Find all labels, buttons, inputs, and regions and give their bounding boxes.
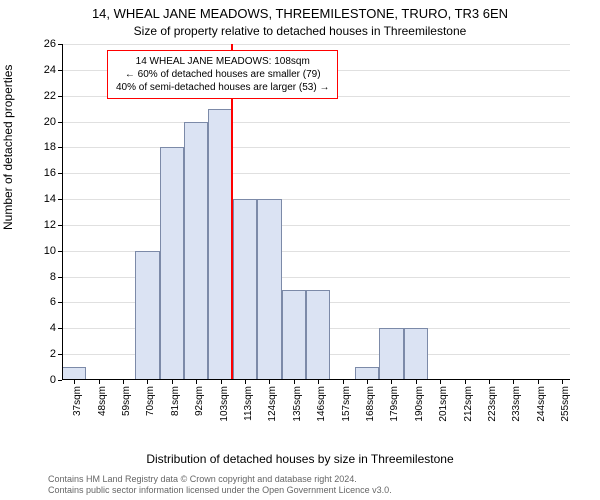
grid-line (62, 44, 570, 45)
attribution-text: Contains HM Land Registry data © Crown c… (48, 474, 568, 496)
x-tick-mark (416, 380, 417, 384)
annotation-line: 40% of semi-detached houses are larger (… (116, 81, 329, 94)
x-tick-mark (74, 380, 75, 384)
attribution-line: Contains public sector information licen… (48, 485, 568, 496)
y-tick-label: 6 (50, 296, 56, 308)
x-tick-mark (465, 380, 466, 384)
histogram-bar (257, 199, 281, 380)
grid-line (62, 225, 570, 226)
histogram-bar (160, 147, 184, 380)
x-tick-mark (99, 380, 100, 384)
y-tick-label: 4 (50, 322, 56, 334)
y-tick-label: 24 (44, 64, 56, 76)
x-tick-mark (318, 380, 319, 384)
grid-line (62, 122, 570, 123)
x-tick-label: 244sqm (536, 386, 547, 422)
histogram-bar (135, 251, 159, 380)
x-tick-mark (294, 380, 295, 384)
annotation-line: 14 WHEAL JANE MEADOWS: 108sqm (116, 55, 329, 68)
annotation-line: ← 60% of detached houses are smaller (79… (116, 68, 329, 81)
x-tick-mark (513, 380, 514, 384)
x-tick-mark (172, 380, 173, 384)
plot-area: 0246810121416182022242637sqm48sqm59sqm70… (62, 44, 570, 380)
histogram-bar (306, 290, 330, 380)
x-tick-label: 157sqm (341, 386, 352, 422)
y-axis-label: Number of detached properties (1, 65, 15, 230)
y-tick-label: 12 (44, 219, 56, 231)
x-tick-mark (489, 380, 490, 384)
y-tick-label: 0 (50, 374, 56, 386)
x-tick-mark (538, 380, 539, 384)
y-tick-label: 10 (44, 245, 56, 257)
histogram-bar (282, 290, 306, 380)
histogram-bar (233, 199, 257, 380)
chart-title-sub: Size of property relative to detached ho… (0, 24, 600, 38)
x-tick-mark (196, 380, 197, 384)
histogram-bar (208, 109, 232, 380)
annotation-box: 14 WHEAL JANE MEADOWS: 108sqm← 60% of de… (107, 50, 338, 99)
grid-line (62, 173, 570, 174)
x-tick-label: 168sqm (365, 386, 376, 422)
y-tick-label: 16 (44, 167, 56, 179)
x-tick-mark (147, 380, 148, 384)
x-tick-label: 124sqm (267, 386, 278, 422)
y-tick-label: 20 (44, 116, 56, 128)
chart-title-main: 14, WHEAL JANE MEADOWS, THREEMILESTONE, … (0, 6, 600, 21)
x-tick-label: 37sqm (72, 386, 83, 416)
histogram-bar (404, 328, 428, 380)
grid-line (62, 147, 570, 148)
x-tick-label: 92sqm (194, 386, 205, 416)
y-tick-label: 8 (50, 271, 56, 283)
x-tick-mark (343, 380, 344, 384)
x-tick-mark (367, 380, 368, 384)
x-axis-line (62, 379, 570, 380)
x-tick-label: 212sqm (463, 386, 474, 422)
x-tick-label: 223sqm (487, 386, 498, 422)
y-tick-label: 18 (44, 141, 56, 153)
histogram-bar (184, 122, 208, 380)
x-tick-mark (391, 380, 392, 384)
x-tick-label: 81sqm (170, 386, 181, 416)
x-tick-label: 103sqm (219, 386, 230, 422)
x-tick-label: 59sqm (121, 386, 132, 416)
y-tick-label: 22 (44, 90, 56, 102)
grid-line (62, 199, 570, 200)
y-tick-label: 14 (44, 193, 56, 205)
histogram-bar (379, 328, 403, 380)
x-tick-mark (562, 380, 563, 384)
x-tick-label: 113sqm (243, 386, 254, 421)
x-tick-label: 70sqm (145, 386, 156, 416)
x-tick-mark (269, 380, 270, 384)
x-tick-label: 233sqm (511, 386, 522, 422)
x-axis-label: Distribution of detached houses by size … (0, 452, 600, 466)
chart-container: 14, WHEAL JANE MEADOWS, THREEMILESTONE, … (0, 0, 600, 500)
x-tick-mark (245, 380, 246, 384)
attribution-line: Contains HM Land Registry data © Crown c… (48, 474, 568, 485)
x-tick-label: 255sqm (560, 386, 571, 422)
y-axis-line (62, 44, 63, 380)
x-tick-mark (123, 380, 124, 384)
x-tick-label: 48sqm (97, 386, 108, 416)
x-tick-mark (221, 380, 222, 384)
x-tick-label: 179sqm (389, 386, 400, 422)
x-tick-mark (440, 380, 441, 384)
y-tick-label: 26 (44, 38, 56, 50)
y-tick-mark (58, 380, 62, 381)
x-tick-label: 190sqm (414, 386, 425, 422)
x-tick-label: 201sqm (438, 386, 449, 422)
x-tick-label: 135sqm (292, 386, 303, 422)
x-tick-label: 146sqm (316, 386, 327, 422)
y-tick-label: 2 (50, 348, 56, 360)
